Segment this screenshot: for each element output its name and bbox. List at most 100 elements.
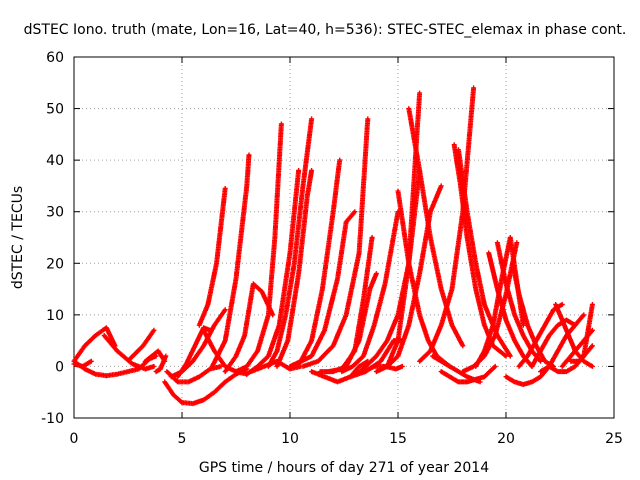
data-point bbox=[539, 370, 542, 373]
data-point bbox=[364, 365, 367, 368]
data-point bbox=[465, 375, 469, 378]
data-point bbox=[530, 380, 534, 384]
data-point bbox=[483, 303, 486, 306]
data-point bbox=[368, 287, 372, 291]
data-point bbox=[450, 324, 454, 327]
data-series bbox=[153, 353, 169, 375]
data-series bbox=[222, 281, 276, 375]
data-point bbox=[105, 374, 108, 377]
plot-frame bbox=[73, 56, 615, 419]
data-point bbox=[429, 236, 432, 239]
data-point bbox=[543, 360, 547, 363]
data-point bbox=[496, 241, 499, 244]
data-point bbox=[94, 334, 97, 337]
data-point bbox=[392, 339, 395, 342]
data-point bbox=[513, 339, 516, 342]
data-point bbox=[373, 365, 376, 368]
data-point bbox=[487, 251, 490, 255]
data-point bbox=[154, 354, 158, 358]
data-point bbox=[448, 375, 451, 378]
data-point bbox=[396, 354, 400, 358]
data-point bbox=[234, 277, 238, 280]
data-point bbox=[362, 370, 365, 373]
data-point bbox=[539, 375, 542, 378]
x-axis-label: GPS time / hours of day 271 of year 2014 bbox=[199, 460, 489, 476]
data-point bbox=[386, 339, 389, 342]
data-series bbox=[196, 186, 228, 328]
data-point bbox=[198, 324, 201, 327]
data-point bbox=[208, 367, 212, 371]
data-point bbox=[539, 360, 542, 363]
x-tick-label: 0 bbox=[70, 431, 79, 447]
y-axis-label: dSTEC / TECUs bbox=[10, 186, 26, 289]
y-tick-label: 60 bbox=[46, 50, 64, 66]
data-point bbox=[407, 262, 410, 265]
data-point bbox=[172, 393, 175, 396]
data-point bbox=[310, 370, 313, 373]
data-point bbox=[522, 334, 525, 337]
data-point bbox=[457, 380, 460, 384]
data-point bbox=[247, 153, 251, 157]
data-point bbox=[383, 282, 387, 286]
data-series bbox=[559, 327, 595, 369]
data-point bbox=[396, 189, 400, 193]
data-point bbox=[336, 277, 339, 280]
x-tick-label: 10 bbox=[281, 431, 299, 447]
data-point bbox=[483, 324, 486, 327]
data-series bbox=[438, 363, 498, 385]
data-point bbox=[275, 349, 279, 353]
data-point bbox=[72, 362, 76, 366]
data-point bbox=[275, 365, 279, 368]
data-point bbox=[288, 365, 292, 368]
data-point bbox=[301, 365, 305, 368]
data-series bbox=[71, 358, 94, 369]
data-point bbox=[394, 367, 397, 371]
data-point bbox=[418, 91, 421, 95]
data-point bbox=[234, 370, 238, 373]
data-point bbox=[362, 298, 365, 301]
data-point bbox=[561, 303, 564, 306]
data-point bbox=[345, 313, 348, 317]
data-point bbox=[586, 349, 590, 353]
data-point bbox=[474, 365, 477, 368]
data-point bbox=[353, 349, 356, 353]
data-series bbox=[430, 353, 483, 385]
data-point bbox=[548, 365, 551, 368]
data-point bbox=[202, 398, 205, 402]
x-tick-label: 15 bbox=[389, 431, 407, 447]
data-point bbox=[198, 375, 201, 378]
data-point bbox=[401, 365, 404, 368]
data-point bbox=[478, 380, 482, 384]
y-tick-label: 40 bbox=[46, 153, 64, 169]
data-point bbox=[310, 354, 313, 358]
data-point bbox=[213, 349, 216, 353]
data-point bbox=[535, 339, 538, 342]
data-point bbox=[582, 313, 585, 317]
data-point bbox=[293, 262, 296, 265]
data-point bbox=[440, 184, 443, 188]
data-point bbox=[295, 362, 298, 366]
data-point bbox=[323, 375, 326, 378]
data-point bbox=[396, 339, 400, 342]
data-point bbox=[465, 210, 469, 213]
data-point bbox=[355, 373, 359, 376]
data-point bbox=[271, 313, 274, 317]
data-point bbox=[83, 367, 87, 371]
data-point bbox=[332, 210, 335, 213]
data-point bbox=[526, 324, 529, 327]
data-point bbox=[208, 329, 212, 332]
data-series bbox=[538, 312, 587, 375]
data-point bbox=[224, 308, 227, 311]
data-point bbox=[522, 354, 525, 358]
data-point bbox=[373, 324, 376, 327]
data-point bbox=[243, 334, 246, 337]
data-point bbox=[504, 354, 508, 358]
data-point bbox=[375, 272, 378, 275]
data-point bbox=[573, 365, 577, 368]
data-point bbox=[286, 339, 289, 342]
data-point bbox=[504, 375, 508, 378]
data-point bbox=[578, 344, 581, 347]
data-point bbox=[429, 349, 432, 353]
data-point bbox=[552, 308, 555, 311]
data-point bbox=[450, 287, 454, 291]
